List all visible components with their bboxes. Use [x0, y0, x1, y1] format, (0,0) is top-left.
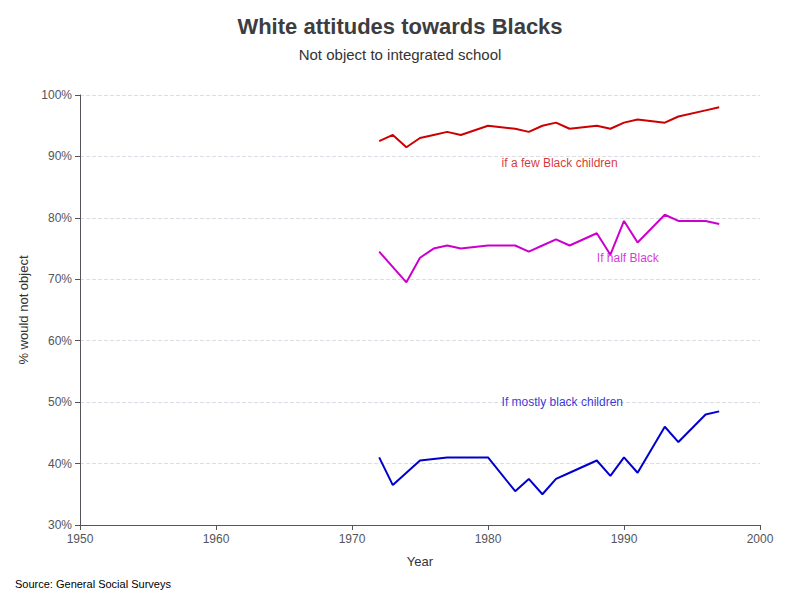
svg-text:If mostly black children: If mostly black children — [502, 395, 623, 409]
svg-text:80%: 80% — [48, 211, 72, 225]
svg-text:100%: 100% — [41, 88, 72, 102]
svg-text:1970: 1970 — [339, 532, 366, 546]
svg-text:Not object to integrated schoo: Not object to integrated school — [299, 46, 502, 63]
svg-text:2000: 2000 — [747, 532, 774, 546]
svg-text:1950: 1950 — [67, 532, 94, 546]
svg-text:if a few Black children: if a few Black children — [502, 156, 618, 170]
svg-text:White attitudes towards Blacks: White attitudes towards Blacks — [237, 14, 562, 39]
svg-text:1990: 1990 — [611, 532, 638, 546]
svg-text:30%: 30% — [48, 518, 72, 532]
svg-text:70%: 70% — [48, 272, 72, 286]
svg-text:1980: 1980 — [475, 532, 502, 546]
svg-text:90%: 90% — [48, 149, 72, 163]
svg-text:Year: Year — [407, 554, 434, 569]
svg-text:1960: 1960 — [203, 532, 230, 546]
svg-text:60%: 60% — [48, 334, 72, 348]
svg-text:If half Black: If half Black — [597, 251, 660, 265]
svg-text:40%: 40% — [48, 457, 72, 471]
svg-text:% would not object: % would not object — [16, 255, 31, 365]
svg-text:50%: 50% — [48, 395, 72, 409]
svg-text:Source: General Social Surveys: Source: General Social Surveys — [15, 578, 171, 590]
